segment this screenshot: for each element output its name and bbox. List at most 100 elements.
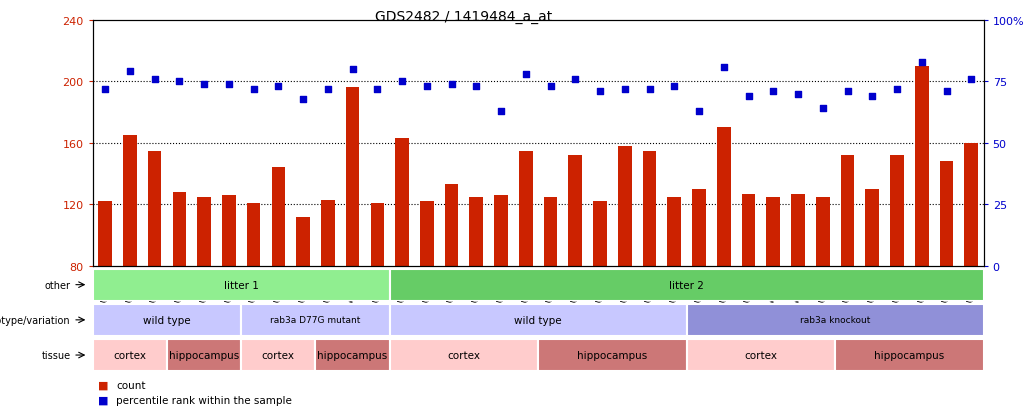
Bar xyxy=(865,190,879,389)
Text: wild type: wild type xyxy=(514,315,562,325)
Bar xyxy=(840,156,854,389)
Point xyxy=(319,86,336,93)
Bar xyxy=(389,339,538,371)
Bar xyxy=(222,196,236,389)
Point xyxy=(765,89,782,95)
Text: litter 2: litter 2 xyxy=(670,280,705,290)
Text: GDS2482 / 1419484_a_at: GDS2482 / 1419484_a_at xyxy=(375,10,552,24)
Text: percentile rank within the sample: percentile rank within the sample xyxy=(116,395,293,405)
Bar xyxy=(643,151,656,389)
Bar xyxy=(315,339,389,371)
Text: litter 1: litter 1 xyxy=(224,280,259,290)
Text: count: count xyxy=(116,380,146,390)
Text: rab3a D77G mutant: rab3a D77G mutant xyxy=(270,316,360,325)
Text: ■: ■ xyxy=(98,380,108,390)
Bar xyxy=(389,304,687,336)
Bar xyxy=(272,168,285,389)
Point xyxy=(617,86,633,93)
Bar xyxy=(93,339,167,371)
Bar xyxy=(915,67,929,389)
Point xyxy=(963,76,980,83)
Text: cortex: cortex xyxy=(745,350,778,360)
Point xyxy=(517,71,534,78)
Bar xyxy=(890,156,904,389)
Point xyxy=(369,86,385,93)
Point xyxy=(543,84,559,90)
Point xyxy=(171,79,187,85)
Bar xyxy=(93,304,241,336)
Text: genotype/variation: genotype/variation xyxy=(0,315,70,325)
Text: hippocampus: hippocampus xyxy=(874,350,945,360)
Bar xyxy=(371,204,384,389)
Bar xyxy=(396,139,409,389)
Bar xyxy=(618,147,631,389)
Bar xyxy=(198,197,211,389)
Point xyxy=(568,76,584,83)
Bar xyxy=(172,192,186,389)
Bar xyxy=(717,128,730,389)
Bar xyxy=(123,136,137,389)
Point xyxy=(122,69,138,76)
Point xyxy=(196,81,212,88)
Point xyxy=(443,81,459,88)
Bar xyxy=(470,197,483,389)
Point xyxy=(642,86,658,93)
Bar xyxy=(247,204,261,389)
Bar xyxy=(835,339,984,371)
Bar xyxy=(687,304,984,336)
Bar xyxy=(766,197,780,389)
Bar xyxy=(420,202,434,389)
Bar xyxy=(297,217,310,389)
Point xyxy=(889,86,905,93)
Text: hippocampus: hippocampus xyxy=(169,350,239,360)
Point xyxy=(864,93,881,100)
Bar xyxy=(93,269,389,301)
Point xyxy=(938,89,955,95)
Point xyxy=(418,84,435,90)
Bar xyxy=(167,339,241,371)
Bar xyxy=(816,197,829,389)
Point xyxy=(815,106,831,112)
Text: other: other xyxy=(44,280,70,290)
Point xyxy=(914,59,930,66)
Bar xyxy=(241,304,389,336)
Bar xyxy=(593,202,607,389)
Text: cortex: cortex xyxy=(447,350,480,360)
Point xyxy=(468,84,484,90)
Point xyxy=(492,108,509,115)
Bar xyxy=(346,88,359,389)
Text: hippocampus: hippocampus xyxy=(577,350,648,360)
Text: rab3a knockout: rab3a knockout xyxy=(800,316,870,325)
Point xyxy=(146,76,163,83)
Text: ■: ■ xyxy=(98,395,108,405)
Bar xyxy=(667,197,681,389)
Point xyxy=(741,93,757,100)
Point xyxy=(245,86,262,93)
Text: wild type: wild type xyxy=(143,315,191,325)
Bar xyxy=(742,194,755,389)
Bar xyxy=(538,339,687,371)
Bar xyxy=(544,197,557,389)
Text: tissue: tissue xyxy=(41,350,70,360)
Point xyxy=(295,96,311,102)
Bar xyxy=(494,196,508,389)
Bar xyxy=(445,185,458,389)
Bar xyxy=(241,339,315,371)
Point xyxy=(220,81,237,88)
Point xyxy=(716,64,732,71)
Point xyxy=(344,66,360,73)
Point xyxy=(270,84,286,90)
Bar xyxy=(389,269,984,301)
Bar xyxy=(964,143,978,389)
Bar xyxy=(939,162,954,389)
Bar xyxy=(321,200,335,389)
Bar xyxy=(98,202,112,389)
Point xyxy=(691,108,708,115)
Point xyxy=(592,89,609,95)
Bar xyxy=(687,339,835,371)
Bar xyxy=(791,194,804,389)
Bar xyxy=(147,151,162,389)
Point xyxy=(393,79,410,85)
Text: cortex: cortex xyxy=(262,350,295,360)
Text: cortex: cortex xyxy=(113,350,146,360)
